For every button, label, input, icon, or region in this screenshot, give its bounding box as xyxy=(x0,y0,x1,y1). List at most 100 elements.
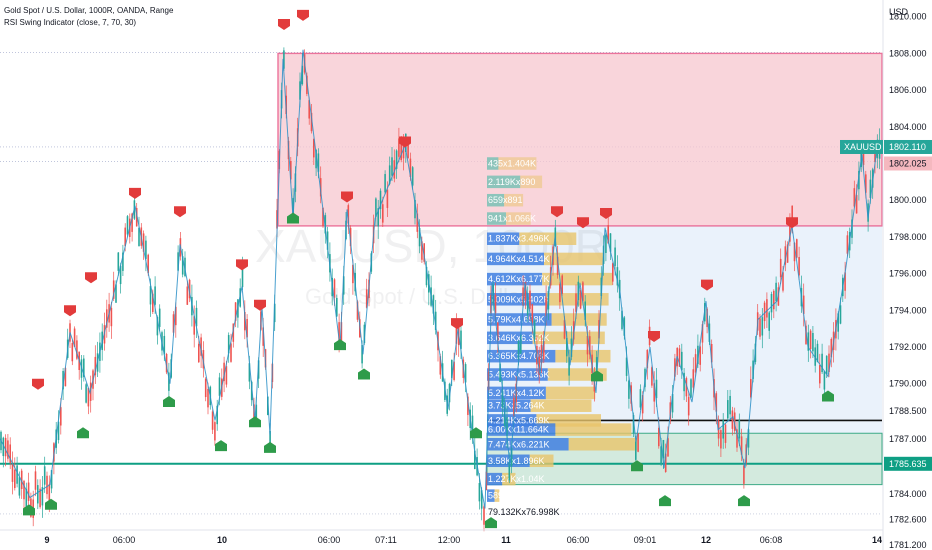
candle-body xyxy=(214,422,216,441)
candle-body xyxy=(865,174,867,193)
swing-high-marker xyxy=(341,191,353,203)
time-tick-label: 09:01 xyxy=(634,535,657,545)
candle-body xyxy=(152,293,154,312)
candle-body xyxy=(448,383,451,403)
candle-body xyxy=(743,465,745,484)
candle-body xyxy=(391,157,393,176)
candle-body xyxy=(18,477,21,496)
candle-body xyxy=(791,205,793,225)
candle-body xyxy=(724,424,727,443)
price-axis[interactable]: 1781.200 1782.600 1784.000 1787.000 1788.500… xyxy=(840,0,932,550)
candle-body xyxy=(763,302,766,322)
candle-body xyxy=(119,265,122,285)
candle-body xyxy=(789,223,791,242)
candle-body xyxy=(683,372,685,392)
candle-body xyxy=(740,436,743,455)
candle-body xyxy=(828,353,830,372)
candle-body xyxy=(232,323,235,342)
swing-high-marker xyxy=(399,136,411,148)
candle-body xyxy=(572,321,575,340)
chart-header-indicator[interactable]: RSI Swing Indicator (close, 7, 70, 30) xyxy=(4,18,136,27)
candle-body xyxy=(577,281,580,301)
vp-label: 3.646Kx6.352K xyxy=(488,333,550,343)
swing-low-marker xyxy=(215,440,227,452)
candle-body xyxy=(115,284,117,303)
vp-sell-bar xyxy=(504,193,524,207)
vp-buy-bar xyxy=(487,232,520,245)
vp-buy-bar xyxy=(487,293,546,306)
candle-body xyxy=(513,397,515,417)
price-tick-label: 1806.000 xyxy=(889,85,927,95)
candle-body xyxy=(566,337,568,357)
candle-body xyxy=(533,320,536,339)
candle-body xyxy=(57,421,60,441)
candle-body xyxy=(837,313,839,332)
time-tick-label: 06:00 xyxy=(567,535,590,545)
swing-high-marker xyxy=(32,378,44,390)
candle-body xyxy=(499,363,501,382)
vp-label: 5.79Kx4.698K xyxy=(488,314,545,324)
candle-body xyxy=(158,308,161,327)
candle-body xyxy=(508,461,511,481)
candle-body xyxy=(510,447,513,467)
candle-body xyxy=(234,302,237,321)
vp-buy-bar xyxy=(487,423,556,436)
candle-body xyxy=(660,446,662,465)
candle-body xyxy=(540,344,543,364)
candle-body xyxy=(455,325,458,344)
candle-body xyxy=(464,364,467,383)
candle-body xyxy=(733,412,736,431)
vp-label: 6.00Kx11.664K xyxy=(488,425,549,435)
candle-body xyxy=(106,309,108,328)
swing-high-marker xyxy=(64,305,76,317)
candle-body xyxy=(43,466,46,485)
candle-body xyxy=(230,343,232,362)
candle-body xyxy=(2,437,5,457)
symbol-tag-text: XAUUSD xyxy=(844,142,882,152)
candle-body xyxy=(494,294,497,314)
swing-low-marker xyxy=(822,390,834,402)
candle-body xyxy=(685,378,688,397)
swing-high-marker xyxy=(577,217,589,229)
swing-low-marker xyxy=(485,517,497,529)
price-tick-label: 1790.000 xyxy=(889,379,927,389)
time-axis[interactable]: 9 06:00 10 06:00 07:11 12:00 11 06:00 09:01 12 06:… xyxy=(0,529,883,545)
candle-body xyxy=(586,336,589,355)
candle-body xyxy=(188,279,191,299)
candle-body xyxy=(782,272,784,291)
candle-body xyxy=(467,396,469,415)
candle-body xyxy=(135,207,138,227)
candle-body xyxy=(124,227,126,246)
swing-low-marker xyxy=(45,498,57,510)
candle-body xyxy=(731,410,734,429)
candle-body xyxy=(639,389,642,408)
candle-body xyxy=(793,242,796,262)
swing-high-marker xyxy=(551,206,563,218)
candle-body xyxy=(423,243,425,262)
candle-body xyxy=(727,400,729,419)
candle-body xyxy=(117,252,120,271)
vp-label: 4.214Kx5.669K xyxy=(488,415,550,425)
candle-body xyxy=(453,361,455,380)
candle-body xyxy=(377,208,379,227)
candle-body xyxy=(48,484,51,503)
candle-body xyxy=(308,100,310,119)
candle-body xyxy=(775,282,777,302)
vp-label: 659x891 xyxy=(488,195,523,205)
candle-body xyxy=(729,395,731,415)
currency-label: USD xyxy=(889,7,909,17)
secondary-price-tag xyxy=(884,156,932,171)
chart-header-symbol[interactable]: Gold Spot / U.S. Dollar, 1000R, OANDA, R… xyxy=(4,6,174,15)
candle-body xyxy=(814,347,816,366)
vp-label: 1.227Kx1.04K xyxy=(488,474,545,484)
candle-body xyxy=(46,475,48,495)
candle-body xyxy=(480,490,483,509)
candle-body xyxy=(556,256,559,276)
candle-body xyxy=(524,282,527,301)
candle-body xyxy=(382,204,384,223)
candle-body xyxy=(750,379,752,398)
candle-body xyxy=(692,369,695,388)
time-tick-label: 11 xyxy=(501,535,511,545)
swing-high-marker xyxy=(648,330,660,342)
